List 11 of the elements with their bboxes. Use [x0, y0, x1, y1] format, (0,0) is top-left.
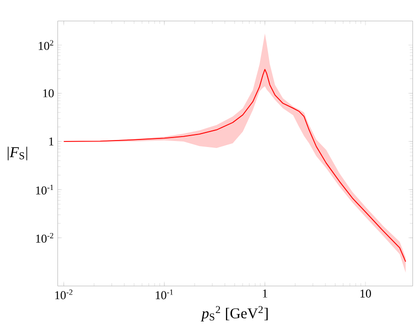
- x-tick-label: 10$^{-2}$: [55, 290, 72, 300]
- x-tick-label: 10$^{-1}$: [156, 290, 173, 300]
- x-tick-label: 1: [262, 290, 268, 298]
- y-tick-label: 10$^{-2}$: [36, 232, 54, 243]
- y-tick-label: 10$^{-1}$: [36, 184, 54, 194]
- y-tick-label: 10: [43, 89, 54, 98]
- y-tick-label: 10$^{2}$: [38, 40, 54, 50]
- x-tick-label: 10: [360, 290, 371, 298]
- y-axis-title: |F$_{S}$|: [8, 146, 28, 160]
- y-tick-label: 1: [49, 138, 54, 146]
- x-axis-title: p$_{S}$$^{2}$ [GeV$^{2}$]: [200, 306, 268, 322]
